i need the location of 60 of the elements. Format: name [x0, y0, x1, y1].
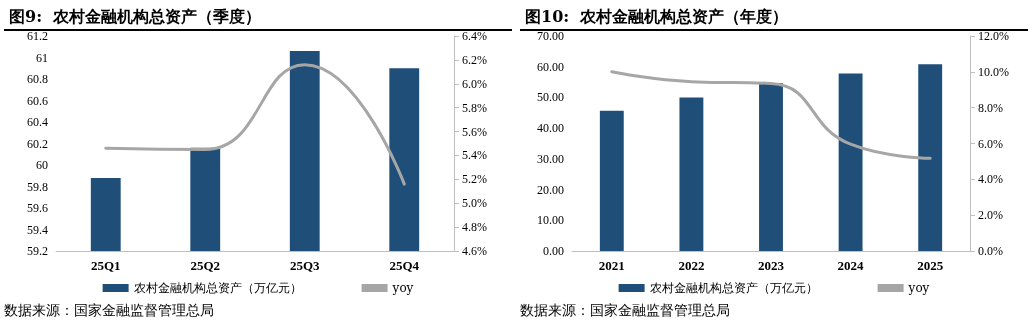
legend-label: yoy: [907, 281, 930, 295]
source-note: 数据来源：国家金融监督管理总局: [4, 302, 214, 318]
y-tick-label: 60.00: [537, 59, 564, 74]
y-tick-label: 40.00: [537, 121, 564, 136]
legend-label: 农村金融机构总资产（万亿元）: [649, 281, 818, 295]
line-series: [104, 63, 406, 186]
y2-tick-label: 6.0%: [978, 136, 1003, 151]
y-tick-label: 10.00: [537, 213, 564, 228]
bar: [838, 73, 863, 251]
y-tick-label: 50.00: [537, 90, 564, 105]
y-tick-label: 70.00: [537, 29, 564, 43]
y2-tick-label: 5.4%: [462, 148, 487, 163]
bar: [918, 64, 943, 251]
y-tick-label: 20.00: [537, 182, 564, 197]
y-tick-label: 30.00: [537, 151, 564, 166]
bar: [599, 110, 624, 251]
y2-tick-label: 2.0%: [978, 208, 1003, 223]
chart-title: 图10: 农村金融机构总资产（年度）: [525, 6, 789, 26]
y2-tick-label: 5.8%: [462, 100, 487, 115]
line-series: [610, 70, 932, 160]
y2-tick-label: 6.2%: [462, 52, 487, 67]
y2-tick-label: 6.4%: [462, 29, 487, 43]
x-tick-label: 2021: [598, 258, 625, 273]
x-tick-label: 25Q1: [90, 258, 121, 273]
x-tick-label: 2025: [917, 258, 944, 273]
y-tick-label: 60.6: [27, 93, 48, 108]
x-tick-label: 2024: [837, 258, 865, 273]
y-tick-label: 60.8: [27, 72, 48, 86]
y-tick-label: 61.2: [27, 29, 48, 43]
y-tick-label: 59.6: [27, 201, 48, 215]
y-tick-label: 0.00: [543, 244, 564, 258]
x-tick-label: 25Q2: [190, 258, 221, 273]
y2-tick-label: 4.6%: [462, 244, 487, 258]
y-tick-label: 61: [36, 50, 48, 65]
y2-tick-label: 0.0%: [978, 244, 1003, 258]
y-tick-label: 60.4: [27, 115, 48, 129]
y-tick-label: 59.2: [27, 244, 48, 258]
source-note: 数据来源：国家金融监督管理总局: [520, 302, 730, 318]
y2-tick-label: 10.0%: [978, 64, 1009, 79]
y-tick-label: 60: [36, 158, 48, 172]
chart-title: 图9: 农村金融机构总资产（季度）: [9, 6, 262, 26]
legend-label: 农村金融机构总资产（万亿元）: [133, 281, 302, 295]
y2-tick-label: 12.0%: [978, 29, 1009, 43]
y2-tick-label: 5.6%: [462, 124, 487, 139]
legend-label: yoy: [391, 281, 414, 295]
x-tick-label: 2023: [758, 258, 785, 273]
x-tick-label: 2022: [678, 258, 705, 273]
y-tick-label: 60.2: [27, 136, 48, 151]
x-tick-label: 25Q3: [289, 258, 321, 273]
y-tick-label: 59.4: [27, 222, 48, 237]
y2-tick-label: 5.2%: [462, 172, 487, 187]
y2-tick-label: 8.0%: [978, 100, 1003, 115]
bar: [759, 83, 783, 251]
y2-tick-label: 4.8%: [462, 220, 487, 235]
y2-tick-label: 5.0%: [462, 196, 487, 211]
bar: [679, 97, 704, 251]
y2-tick-label: 6.0%: [462, 76, 487, 91]
y2-tick-label: 4.0%: [978, 172, 1003, 187]
y-tick-label: 59.8: [27, 179, 48, 194]
x-tick-label: 25Q4: [389, 258, 420, 273]
